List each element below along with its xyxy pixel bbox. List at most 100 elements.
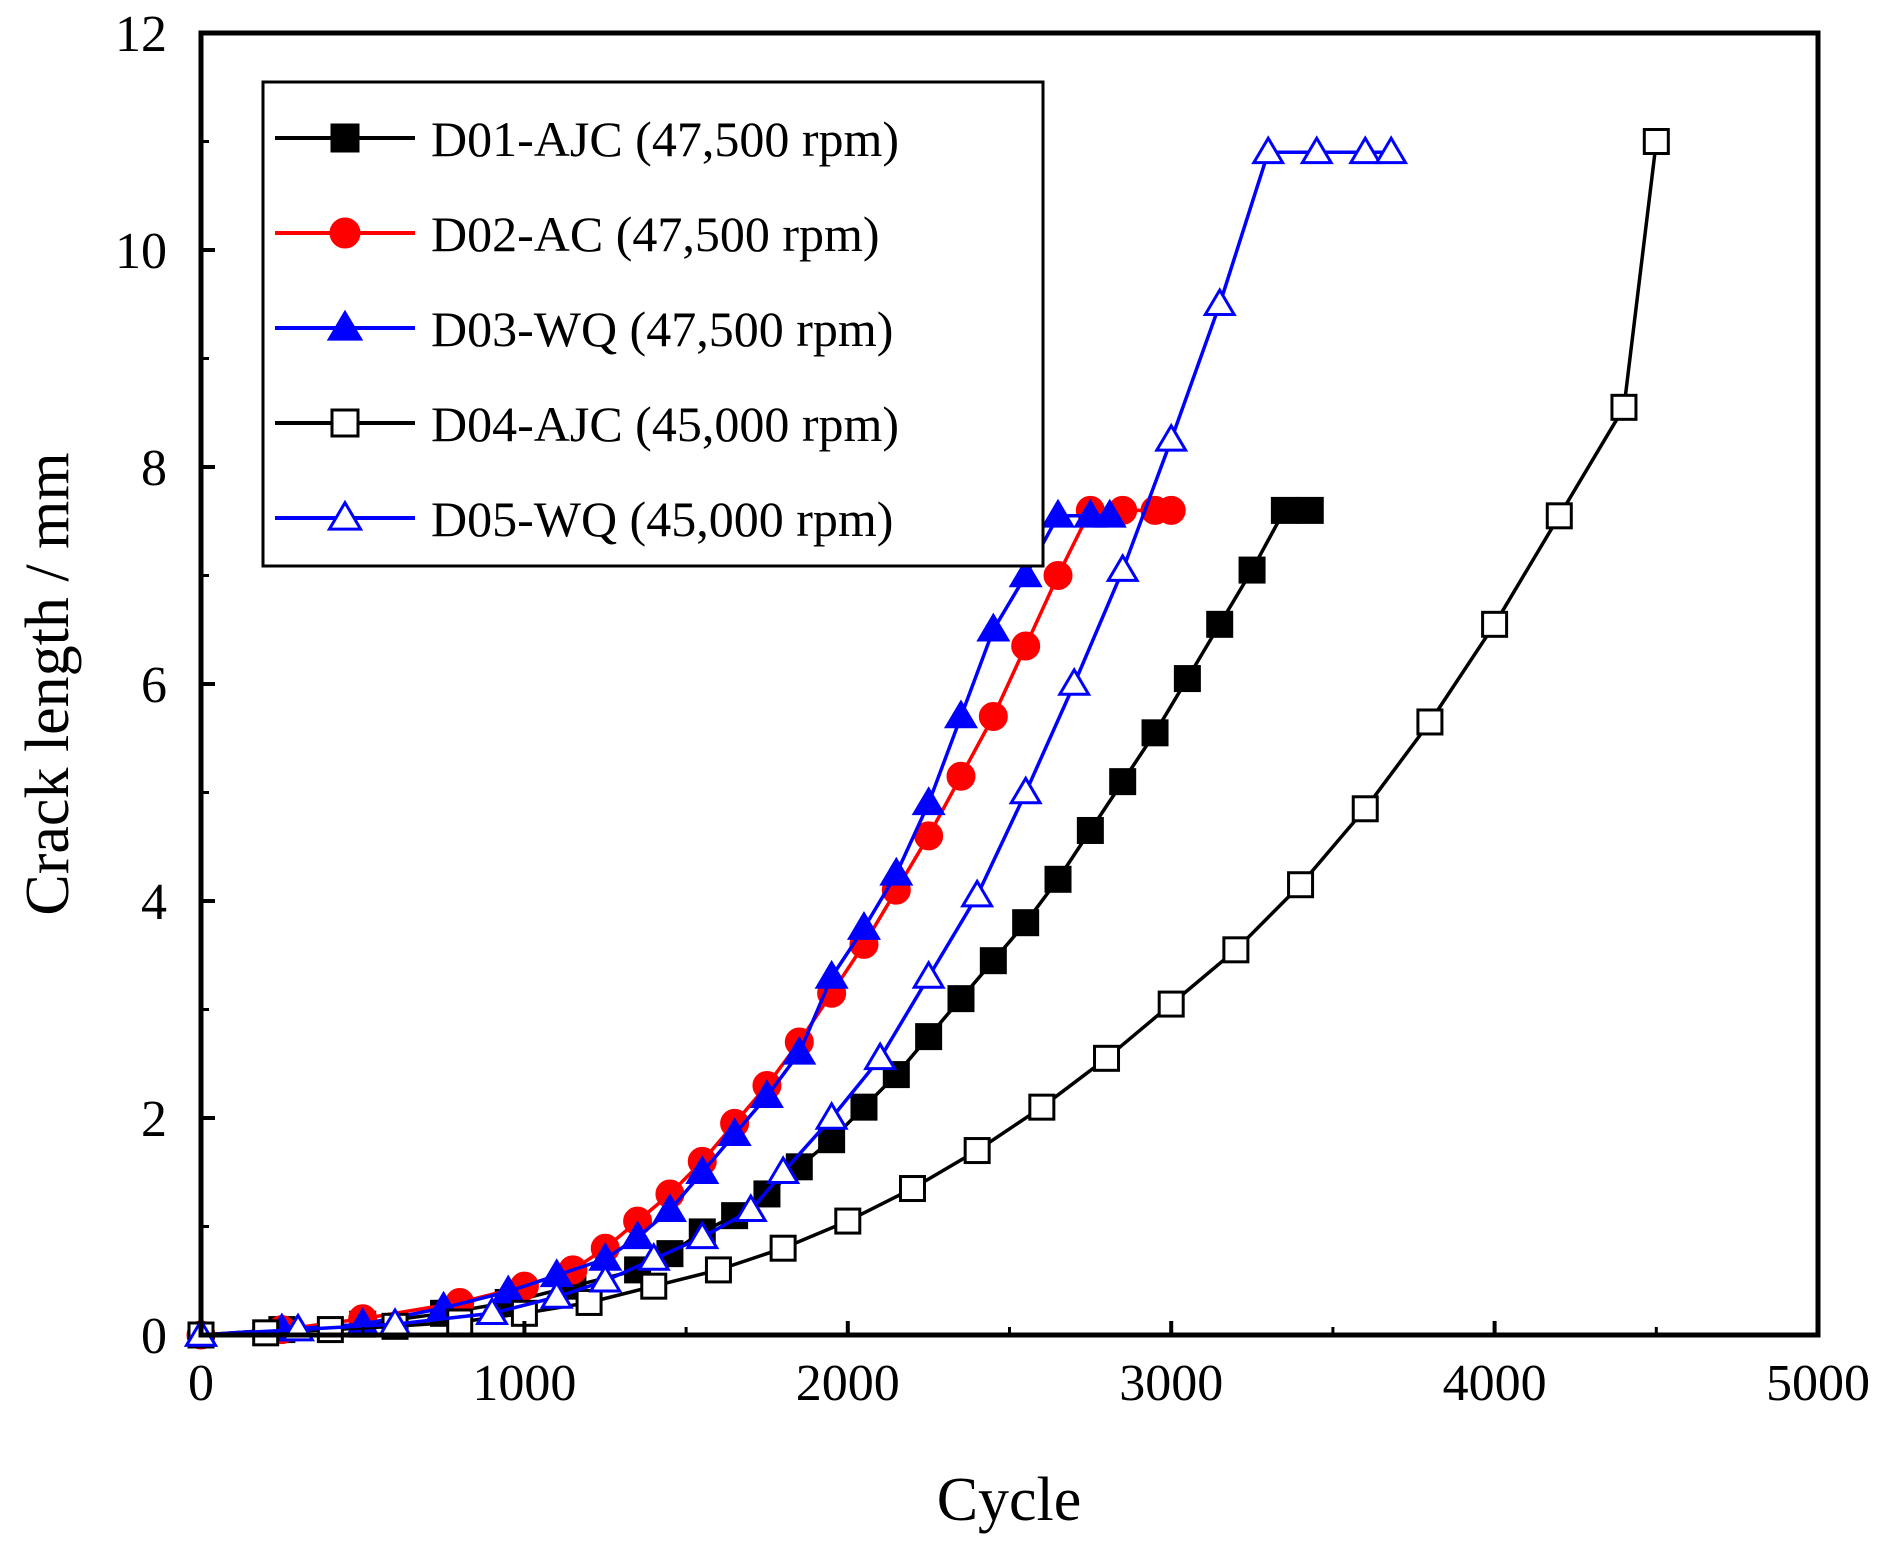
data-point	[1092, 498, 1127, 528]
data-point	[1040, 498, 1076, 528]
data-point	[766, 1155, 801, 1185]
data-point	[947, 985, 975, 1013]
y-axis-title: Crack length / mm	[14, 452, 82, 915]
data-point	[1202, 287, 1237, 317]
data-point	[539, 1279, 574, 1309]
x-axis-title: Cycle	[937, 1466, 1082, 1534]
data-point	[1012, 909, 1040, 937]
y-tick-label: 2	[141, 1091, 167, 1148]
data-point	[446, 1308, 474, 1336]
y-tick-label: 0	[141, 1308, 167, 1365]
data-point	[1374, 135, 1409, 165]
legend: D01-AJC (47,500 rpm) D02-AC (47,500 rpm) D…	[261, 80, 1045, 568]
data-point	[1043, 561, 1073, 590]
x-tick-label: 5000	[1766, 1355, 1870, 1412]
y-tick-label: 12	[115, 6, 167, 63]
data-point	[1348, 135, 1383, 165]
data-point	[976, 612, 1011, 642]
data-point	[1251, 135, 1286, 165]
y-tick-label: 8	[141, 440, 167, 497]
data-point	[1057, 666, 1092, 696]
y-tick-label: 4	[141, 874, 167, 931]
data-point	[850, 1093, 878, 1121]
data-point	[475, 1296, 510, 1326]
legend-marker	[330, 123, 360, 153]
data-point	[911, 786, 946, 816]
series-5	[183, 135, 1409, 1347]
data-point	[978, 702, 1008, 732]
data-point	[749, 1079, 784, 1109]
data-point	[1109, 768, 1137, 796]
data-point	[915, 1023, 943, 1051]
data-point	[1481, 610, 1509, 638]
legend-label: D02-AC (47,500 rpm)	[431, 206, 880, 262]
data-point	[898, 1175, 926, 1203]
data-point	[636, 1241, 671, 1271]
data-point	[1156, 495, 1186, 525]
data-point	[685, 1155, 720, 1185]
legend-label: D03-WQ (47,500 rpm)	[431, 301, 893, 357]
y-tick-label: 10	[115, 223, 167, 280]
data-point	[685, 1220, 720, 1250]
data-point	[1173, 665, 1201, 693]
data-point	[1222, 936, 1250, 964]
axes: 0 1000 2000 3000 4000 5000 0 2 4 6 8 10 12	[115, 6, 1870, 1412]
data-point	[1416, 708, 1444, 736]
data-point	[911, 959, 946, 989]
data-point	[834, 1207, 862, 1235]
data-point	[1545, 502, 1573, 530]
series-line	[200, 508, 1311, 1337]
data-point	[1105, 552, 1140, 582]
data-point	[943, 699, 979, 729]
legend-label: D04-AJC (45,000 rpm)	[431, 396, 899, 452]
data-point	[963, 1137, 991, 1165]
data-point	[863, 1041, 898, 1071]
data-point	[575, 1288, 603, 1316]
data-point	[879, 856, 914, 886]
data-point	[491, 1274, 526, 1304]
data-point	[1011, 631, 1041, 661]
data-point	[979, 947, 1007, 975]
legend-marker	[329, 217, 361, 249]
data-point	[704, 1256, 732, 1284]
data-point	[769, 1234, 797, 1262]
data-point	[1093, 1044, 1121, 1072]
data-point	[1008, 558, 1043, 588]
legend-marker	[330, 408, 360, 438]
data-point	[1157, 990, 1185, 1018]
data-point	[814, 1100, 849, 1130]
data-point	[1008, 775, 1043, 805]
data-point	[814, 959, 849, 989]
legend-label: D01-AJC (47,500 rpm)	[431, 111, 899, 167]
data-point	[717, 1117, 752, 1147]
legend-box	[261, 80, 1045, 568]
data-point	[818, 1126, 846, 1154]
data-point	[588, 1263, 623, 1293]
data-point	[782, 1035, 817, 1065]
data-point	[1028, 1093, 1056, 1121]
data-point	[733, 1193, 768, 1222]
x-tick-label: 0	[188, 1355, 214, 1412]
data-point	[1044, 865, 1072, 893]
data-point	[620, 1220, 655, 1250]
data-point	[946, 761, 976, 791]
data-point	[1141, 719, 1169, 747]
x-tick-label: 3000	[1119, 1355, 1223, 1412]
data-point	[846, 911, 881, 940]
data-point	[1076, 816, 1104, 844]
x-tick-label: 2000	[796, 1355, 900, 1412]
data-point	[1642, 128, 1670, 155]
legend-label: D05-WQ (45,000 rpm)	[431, 491, 893, 547]
data-point	[1296, 496, 1324, 524]
legend-marker	[326, 309, 364, 341]
data-point	[1351, 795, 1379, 823]
data-point	[960, 878, 995, 908]
data-point	[1270, 496, 1298, 524]
data-point	[1299, 135, 1334, 165]
data-point	[640, 1272, 668, 1300]
data-point	[914, 821, 944, 851]
data-point	[1154, 422, 1189, 452]
x-tick-label: 1000	[472, 1355, 576, 1412]
